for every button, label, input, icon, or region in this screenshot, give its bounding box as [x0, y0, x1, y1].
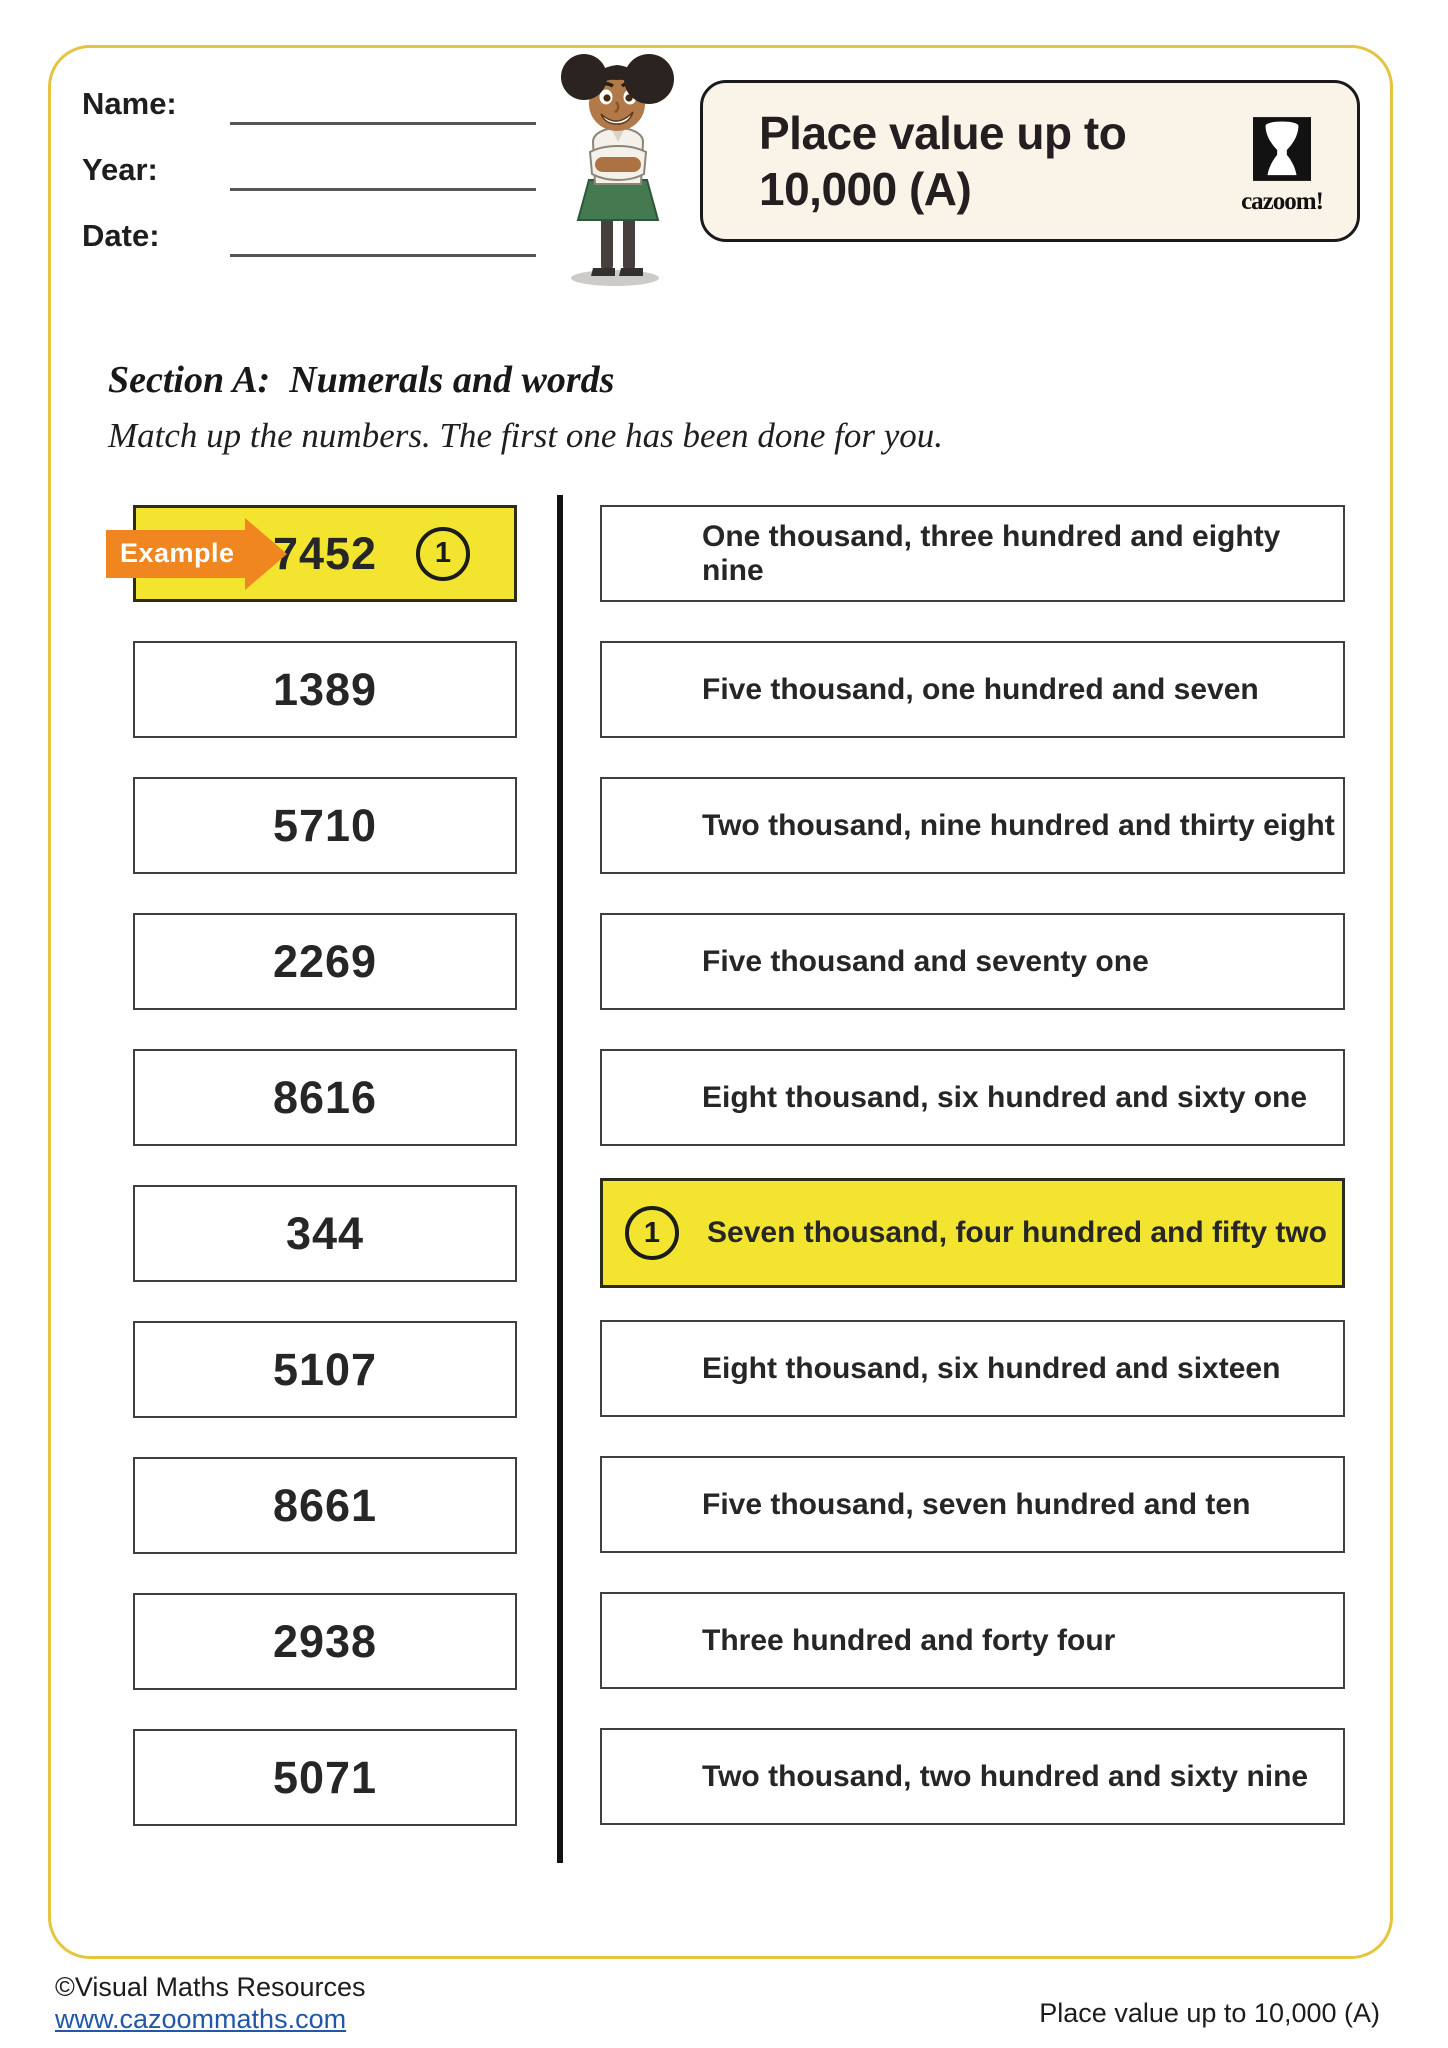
- word-box-answered[interactable]: 1 Seven thousand, four hundred and fifty …: [600, 1178, 1345, 1288]
- word-text: Five thousand, seven hundred and ten: [702, 1487, 1251, 1521]
- worksheet-title: Place value up to 10,000 (A): [759, 105, 1127, 217]
- word-text: One thousand, three hundred and eighty n…: [702, 519, 1281, 587]
- number-value: 344: [285, 1207, 365, 1259]
- title-line-1: Place value up to: [759, 107, 1127, 159]
- section-instructions: Match up the numbers. The first one has …: [108, 416, 944, 455]
- footer-worksheet-title: Place value up to 10,000 (A): [1039, 1998, 1380, 2028]
- number-value: 2269: [272, 935, 378, 987]
- section-heading: Section A: Numerals and words: [108, 359, 615, 401]
- number-value: 2938: [272, 1615, 378, 1667]
- number-box[interactable]: 8616: [133, 1049, 517, 1146]
- date-label: Date:: [82, 218, 160, 253]
- word-text: Eight thousand, six hundred and sixteen: [702, 1351, 1281, 1385]
- word-text: Seven thousand, four hundred and fifty t…: [707, 1216, 1327, 1249]
- word-box[interactable]: Two thousand, two hundred and sixty nine: [600, 1728, 1345, 1825]
- word-text: Two thousand, nine hundred and thirty ei…: [702, 808, 1335, 842]
- numbers-column: Example 7452 1 1389 5710 2269 8616 344 5107 8661 2…: [106, 505, 517, 1865]
- number-box[interactable]: 5107: [133, 1321, 517, 1418]
- date-input-line[interactable]: [230, 254, 536, 257]
- name-label: Name:: [82, 86, 177, 121]
- word-box[interactable]: Three hundred and forty four: [600, 1592, 1345, 1689]
- worksheet-title-box: Place value up to 10,000 (A) cazoom!: [700, 80, 1360, 242]
- year-input-line[interactable]: [230, 188, 536, 191]
- word-text: Three hundred and forty four: [702, 1623, 1116, 1657]
- example-arrow: Example: [106, 517, 287, 590]
- answer-marker: 1: [625, 1206, 679, 1260]
- logo-wordmark: cazoom!: [1241, 188, 1324, 215]
- word-text: Eight thousand, six hundred and sixty on…: [702, 1080, 1308, 1114]
- number-box[interactable]: 344: [133, 1185, 517, 1282]
- title-line-2: 10,000 (A): [759, 163, 972, 216]
- word-box[interactable]: Eight thousand, six hundred and sixty on…: [600, 1049, 1345, 1146]
- word-box[interactable]: Five thousand, seven hundred and ten: [600, 1456, 1345, 1553]
- number-value: 1389: [272, 663, 378, 715]
- cazoom-logo: cazoom!: [1237, 117, 1327, 216]
- word-text: Five thousand, one hundred and seven: [702, 672, 1259, 706]
- schoolgirl-illustration: [543, 50, 695, 293]
- word-box[interactable]: Eight thousand, six hundred and sixteen: [600, 1320, 1345, 1417]
- number-value: 8661: [272, 1479, 378, 1531]
- number-box[interactable]: 8661: [133, 1457, 517, 1554]
- word-box[interactable]: Two thousand, nine hundred and thirty ei…: [600, 777, 1345, 874]
- word-box[interactable]: Five thousand and seventy one: [600, 913, 1345, 1010]
- number-value: 5071: [272, 1751, 378, 1803]
- word-text: Two thousand, two hundred and sixty nine: [702, 1759, 1309, 1793]
- answer-marker: 1: [416, 526, 470, 581]
- number-value: 5107: [272, 1343, 378, 1395]
- page-border: [48, 45, 1393, 1959]
- name-input-line[interactable]: [230, 122, 536, 125]
- number-box[interactable]: 1389: [133, 641, 517, 738]
- drum-icon: [1253, 117, 1311, 185]
- number-box[interactable]: 5071: [133, 1729, 517, 1826]
- words-column: One thousand, three hundred and eighty n…: [600, 505, 1345, 1864]
- word-box[interactable]: Five thousand, one hundred and seven: [600, 641, 1345, 738]
- footer-website-link[interactable]: www.cazoommaths.com: [55, 2004, 347, 2034]
- column-divider: [557, 495, 563, 1863]
- number-value: 7452: [272, 527, 378, 579]
- example-arrow-body: Example: [106, 529, 245, 578]
- number-box[interactable]: 2269: [133, 913, 517, 1010]
- example-arrow-label: Example: [120, 538, 235, 568]
- number-value: 5710: [272, 799, 378, 851]
- example-arrow-head-icon: [244, 517, 287, 590]
- number-box-example[interactable]: Example 7452 1: [106, 505, 517, 602]
- word-text: Five thousand and seventy one: [702, 944, 1149, 978]
- number-box[interactable]: 2938: [133, 1593, 517, 1690]
- footer-copyright: ©Visual Maths Resources: [55, 1972, 366, 2002]
- number-value: 8616: [272, 1071, 378, 1123]
- word-box[interactable]: One thousand, three hundred and eighty n…: [600, 505, 1345, 602]
- number-box[interactable]: 5710: [133, 777, 517, 874]
- year-label: Year:: [82, 152, 158, 187]
